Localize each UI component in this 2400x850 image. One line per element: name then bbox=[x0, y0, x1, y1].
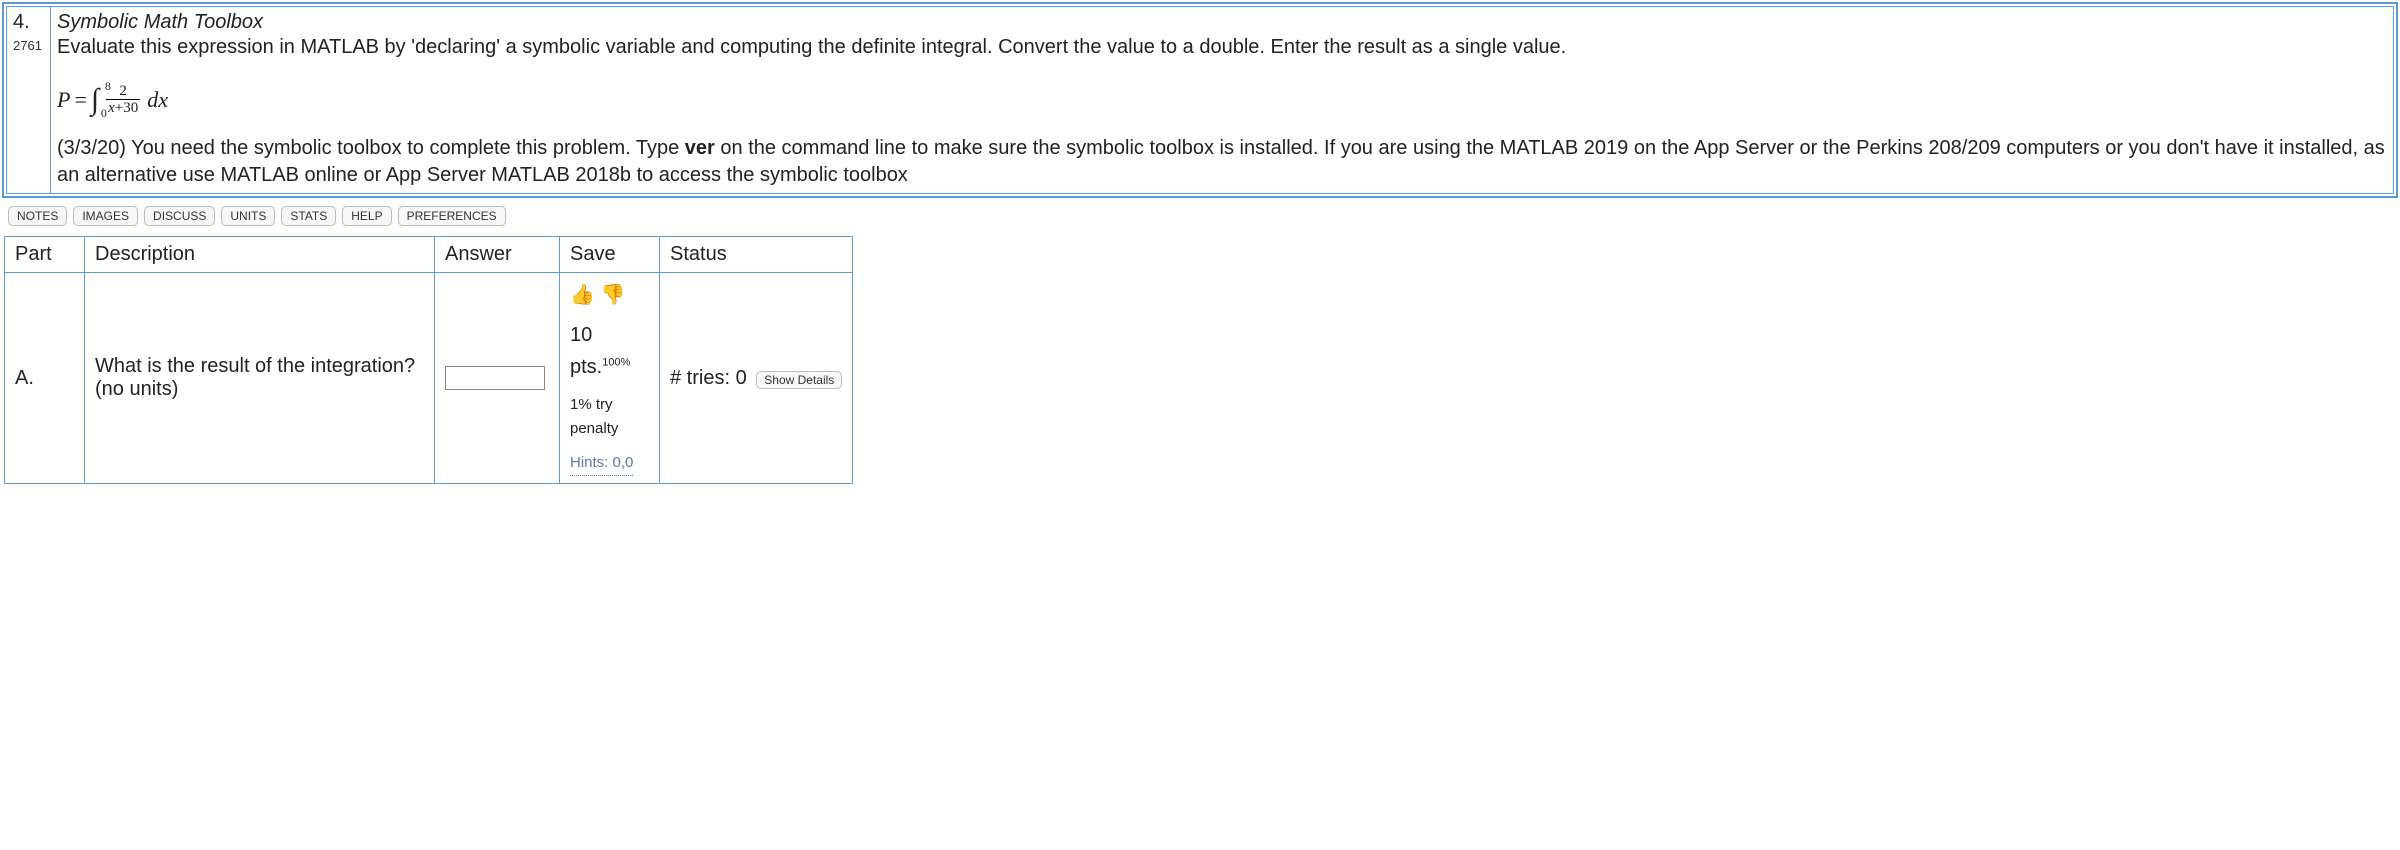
part-label: A. bbox=[5, 273, 85, 484]
integral-upper: 8 bbox=[105, 79, 111, 94]
question-title: Symbolic Math Toolbox bbox=[57, 11, 2387, 34]
fraction-numerator: 2 bbox=[117, 84, 129, 99]
header-status: Status bbox=[660, 237, 853, 273]
question-body-cell: Symbolic Math Toolbox Evaluate this expr… bbox=[51, 7, 2394, 194]
question-prompt: Evaluate this expression in MATLAB by 'd… bbox=[57, 34, 2387, 61]
points-text: 10 pts. bbox=[570, 324, 602, 378]
discuss-button[interactable]: DISCUSS bbox=[144, 206, 215, 226]
help-button[interactable]: HELP bbox=[342, 206, 391, 226]
integral-lower: 0 bbox=[101, 106, 107, 121]
penalty-label: 1% try penalty bbox=[570, 393, 649, 441]
stats-button[interactable]: STATS bbox=[281, 206, 336, 226]
answer-table: Part Description Answer Save Status A. W… bbox=[4, 236, 853, 484]
equals-sign: = bbox=[74, 87, 86, 113]
question-formula: P = ∫ 8 0 2 x+30 dx bbox=[57, 83, 2387, 117]
answer-cell bbox=[435, 273, 560, 484]
fraction-den-const: 30 bbox=[123, 100, 138, 116]
fraction: 2 x+30 bbox=[106, 84, 140, 116]
toolbar: NOTES IMAGES DISCUSS UNITS STATS HELP PR… bbox=[2, 198, 2398, 236]
header-part: Part bbox=[5, 237, 85, 273]
header-save: Save bbox=[560, 237, 660, 273]
part-description: What is the result of the integration? (… bbox=[85, 273, 435, 484]
answer-header-row: Part Description Answer Save Status bbox=[5, 237, 853, 273]
images-button[interactable]: IMAGES bbox=[73, 206, 138, 226]
plus-sign: + bbox=[115, 100, 123, 116]
show-details-button[interactable]: Show Details bbox=[756, 371, 842, 389]
question-number: 4. bbox=[13, 11, 44, 34]
question-note: (3/3/20) You need the symbolic toolbox t… bbox=[57, 135, 2387, 189]
fraction-denominator: x+30 bbox=[106, 99, 140, 116]
question-container: 4. 2761 Symbolic Math Toolbox Evaluate t… bbox=[2, 2, 2398, 198]
thumbs-up-icon[interactable]: 👍 bbox=[570, 284, 595, 306]
question-number-cell: 4. 2761 bbox=[7, 7, 51, 194]
question-header-table: 4. 2761 Symbolic Math Toolbox Evaluate t… bbox=[6, 6, 2394, 194]
points-percent: 100% bbox=[602, 356, 630, 368]
header-description: Description bbox=[85, 237, 435, 273]
answer-input[interactable] bbox=[445, 366, 545, 390]
status-cell: # tries: 0 Show Details bbox=[660, 273, 853, 484]
thumbs-down-icon[interactable]: 👎 bbox=[600, 284, 625, 306]
integral-sign: ∫ 8 0 bbox=[91, 83, 99, 117]
save-cell: 👍 👎 10 pts.100% 1% try penalty Hints: 0,… bbox=[560, 273, 660, 484]
answer-row-a: A. What is the result of the integration… bbox=[5, 273, 853, 484]
thumbs-row: 👍 👎 bbox=[570, 279, 649, 311]
preferences-button[interactable]: PREFERENCES bbox=[398, 206, 506, 226]
note-pre: (3/3/20) You need the symbolic toolbox t… bbox=[57, 137, 685, 159]
units-button[interactable]: UNITS bbox=[221, 206, 275, 226]
differential: dx bbox=[147, 87, 168, 113]
fraction-den-var: x bbox=[108, 100, 115, 116]
tries-label: # tries: 0 bbox=[670, 367, 747, 389]
notes-button[interactable]: NOTES bbox=[8, 206, 67, 226]
formula-lhs: P bbox=[57, 87, 70, 113]
note-bold: ver bbox=[685, 137, 715, 159]
header-answer: Answer bbox=[435, 237, 560, 273]
hints-link[interactable]: Hints: 0,0 bbox=[570, 451, 633, 476]
question-id: 2761 bbox=[13, 34, 44, 53]
points-label: 10 pts.100% bbox=[570, 319, 649, 383]
